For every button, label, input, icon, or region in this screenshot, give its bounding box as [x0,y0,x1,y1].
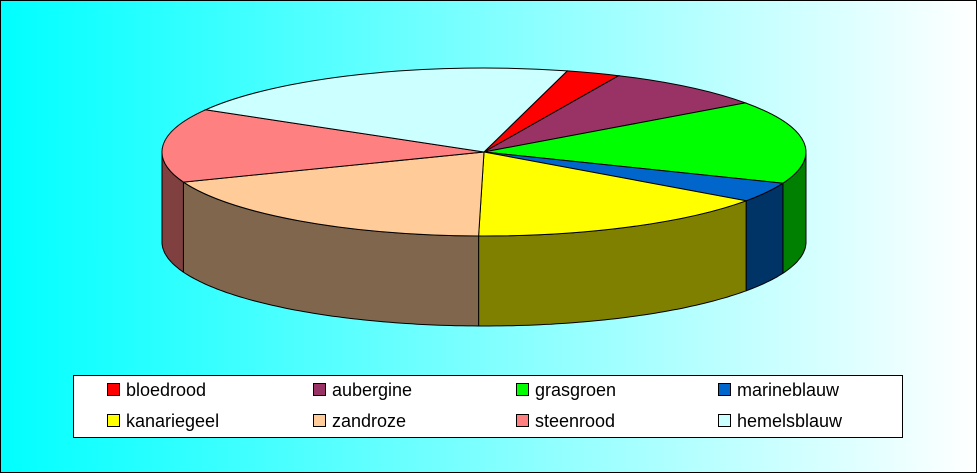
pie-slice [203,67,569,153]
legend-label: zandroze [332,411,406,431]
pie-side [745,182,784,292]
pie-slice [483,102,807,184]
legend-swatch [516,383,529,396]
legend-box [73,375,903,438]
legend-label: steenrood [535,411,615,431]
pie-slice [181,151,485,237]
legend-label: hemelsblauw [737,411,843,431]
legend-swatch [718,383,731,396]
legend-swatch [718,414,731,427]
legend-label: kanariegeel [126,411,219,431]
legend-swatch [313,414,326,427]
legend: bloedrood aubergine grasgroen marineblauw ka… [107,380,843,431]
legend-label: marineblauw [737,380,840,400]
pie-slice [161,109,485,183]
legend-swatch [516,414,529,427]
pie-slice [483,75,748,153]
pie [161,67,807,327]
legend-swatch [313,383,326,396]
legend-swatch [107,383,120,396]
legend-label: aubergine [332,380,412,400]
legend-label: grasgroen [535,380,616,400]
pie-slice [478,151,748,237]
legend-label: bloedrood [126,380,206,400]
legend-swatch [107,414,120,427]
